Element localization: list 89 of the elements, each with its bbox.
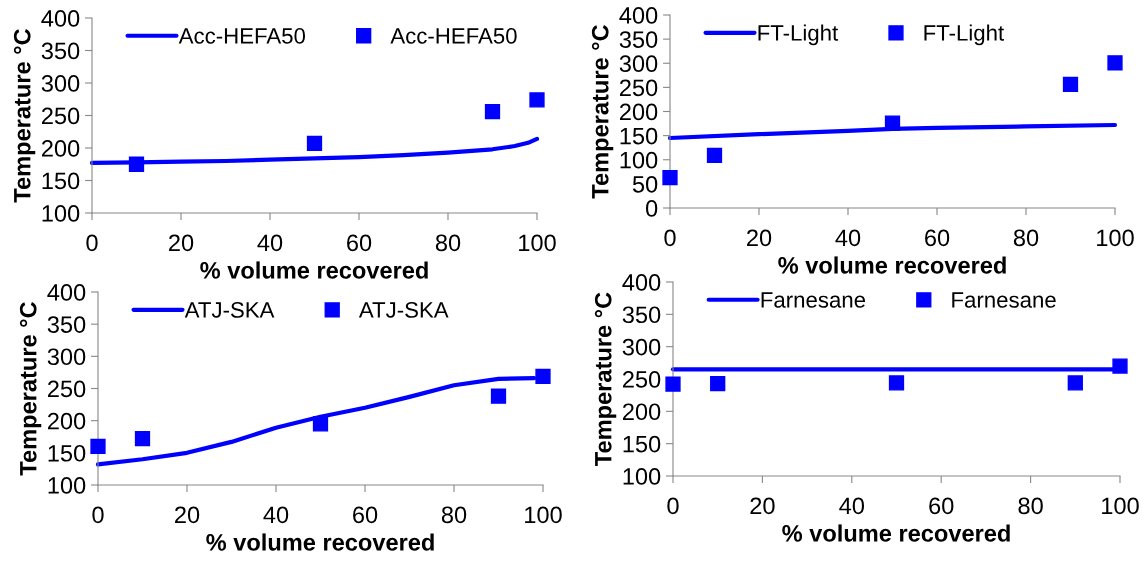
y-tick-label: 400 xyxy=(47,284,86,301)
y-tick-label: 150 xyxy=(48,444,86,462)
y-tick-label: 0 xyxy=(645,200,658,217)
legend-label: Acc-HEFA50 xyxy=(178,28,306,44)
x-axis-title: % volume recovered xyxy=(778,256,1006,274)
y-tick-label: 300 xyxy=(622,338,661,356)
point xyxy=(710,375,726,392)
y-tick-label: 350 xyxy=(619,31,658,48)
legend-label: Acc-HEFA50 xyxy=(390,28,517,44)
point xyxy=(706,147,723,164)
point xyxy=(312,416,329,432)
y-tick-label: 200 xyxy=(622,403,661,421)
legend-label: FT-Light xyxy=(758,24,839,46)
legend-label: FT-Light xyxy=(924,24,1004,46)
x-tick-label: 60 xyxy=(347,234,372,252)
point xyxy=(134,431,151,447)
x-tick-label: 40 xyxy=(839,497,865,515)
x-tick-label: 0 xyxy=(86,234,98,252)
point xyxy=(1067,375,1083,391)
point xyxy=(484,103,501,120)
y-tick-label: 150 xyxy=(623,435,661,453)
y-tick-label: 50 xyxy=(632,175,658,193)
y-tick-label: 150 xyxy=(620,127,658,145)
y-axis-title: Temperature °C xyxy=(594,292,617,466)
x-tick-label: 60 xyxy=(353,506,378,524)
y-tick-label: 200 xyxy=(619,103,658,121)
y-tick-label: 100 xyxy=(42,205,80,222)
y-tick-label: 250 xyxy=(41,107,80,125)
x-tick-label: 20 xyxy=(169,234,194,252)
x-tick-label: 0 xyxy=(664,229,676,247)
y-tick-label: 400 xyxy=(619,7,658,24)
x-tick-label: 40 xyxy=(257,234,283,252)
point xyxy=(529,92,545,108)
point xyxy=(1112,358,1128,374)
y-tick-label: 400 xyxy=(622,274,661,291)
legend-label: Farnesane xyxy=(761,292,866,308)
y-tick-label: 250 xyxy=(619,79,658,97)
x-tick-label: 100 xyxy=(1097,229,1134,247)
y-tick-label: 200 xyxy=(41,140,80,157)
x-tick-label: 60 xyxy=(925,229,950,247)
x-axis-title: % volume recovered xyxy=(782,524,1010,542)
x-tick-label: 20 xyxy=(175,506,200,524)
y-tick-label: 300 xyxy=(47,348,86,366)
point xyxy=(1107,55,1123,71)
legend-label: Farnesane xyxy=(952,292,1056,308)
x-tick-label: 100 xyxy=(1102,497,1139,515)
point xyxy=(490,388,507,404)
x-tick-label: 40 xyxy=(835,229,861,247)
y-tick-label: 350 xyxy=(41,42,80,60)
y-axis-title: Temperature °C xyxy=(19,301,42,476)
legend-label: ATJ-SKA xyxy=(358,302,449,318)
y-tick-label: 150 xyxy=(42,172,80,190)
y-tick-label: 300 xyxy=(619,55,658,73)
point xyxy=(888,375,905,391)
x-tick-label: 80 xyxy=(1018,497,1043,515)
x-tick-label: 100 xyxy=(525,506,562,524)
y-tick-label: 300 xyxy=(41,75,80,92)
x-axis-title: % volume recovered xyxy=(200,261,428,279)
y-tick-label: 250 xyxy=(47,380,86,398)
point xyxy=(535,368,551,384)
legend-label: ATJ-SKA xyxy=(184,302,275,318)
point xyxy=(306,135,323,152)
point xyxy=(665,376,681,392)
y-tick-label: 100 xyxy=(620,151,658,169)
x-tick-label: 0 xyxy=(92,506,104,524)
x-tick-label: 80 xyxy=(1013,229,1039,247)
x-tick-label: 20 xyxy=(747,229,772,247)
y-tick-label: 350 xyxy=(47,316,86,333)
y-tick-label: 100 xyxy=(623,468,661,485)
y-axis-title: Temperature °C xyxy=(13,28,36,203)
x-tick-label: 40 xyxy=(263,506,289,524)
y-tick-label: 400 xyxy=(41,10,80,27)
x-tick-label: 100 xyxy=(519,234,556,252)
point xyxy=(128,156,145,172)
x-tick-label: 20 xyxy=(750,497,775,515)
y-tick-label: 250 xyxy=(622,371,661,388)
point xyxy=(1062,76,1079,93)
y-tick-label: 200 xyxy=(47,412,86,430)
x-tick-label: 80 xyxy=(435,234,461,252)
x-tick-label: 0 xyxy=(667,497,679,515)
x-axis-title: % volume recovered xyxy=(206,533,434,551)
point xyxy=(90,438,106,455)
x-tick-label: 80 xyxy=(441,506,467,524)
x-tick-label: 60 xyxy=(929,497,954,515)
y-tick-label: 350 xyxy=(622,306,661,324)
point xyxy=(884,115,901,131)
point xyxy=(662,169,678,186)
y-tick-label: 100 xyxy=(48,477,86,494)
y-axis-title: Temperature °C xyxy=(591,24,614,199)
